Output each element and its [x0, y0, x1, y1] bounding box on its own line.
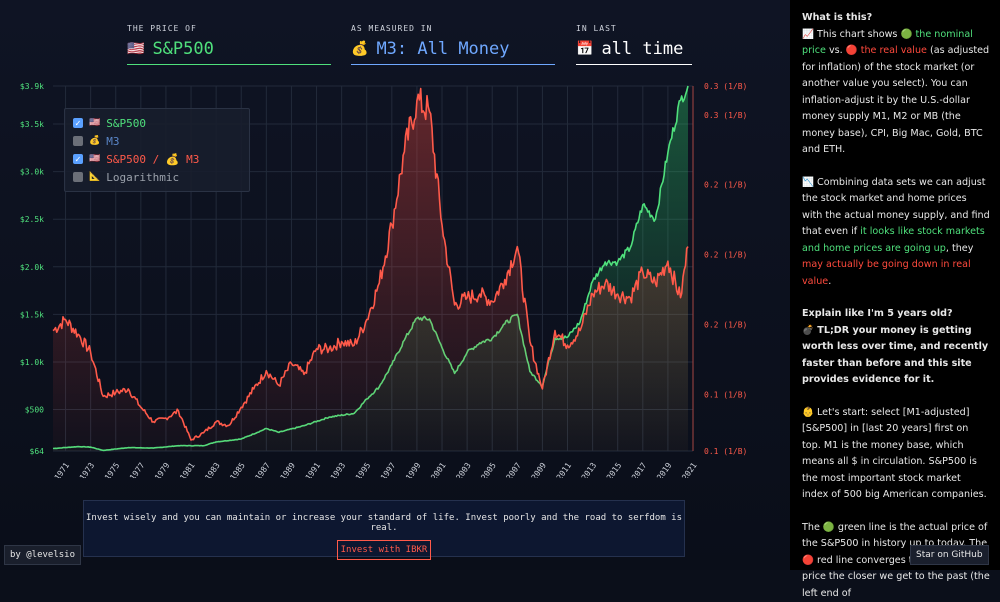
- x-axis-tick: 1981: [178, 461, 197, 478]
- left-axis-tick: $3.9k: [20, 82, 44, 91]
- checkbox-ratio[interactable]: ✓: [73, 154, 83, 164]
- in-last-text: all time: [601, 39, 683, 59]
- chart-area: THE PRICE OF 🇺🇸 S&P500 AS MEASURED IN 💰 …: [0, 0, 790, 570]
- sidebar-heading-eli5: Explain like I'm 5 years old?: [802, 308, 953, 319]
- disclaimer-text: Invest wisely and you can maintain or in…: [84, 513, 684, 533]
- legend-label-ratio: S&P500 / 💰 M3: [106, 153, 199, 166]
- right-axis-tick: 0.2 (1/B): [704, 321, 747, 330]
- left-axis-tick: $500: [25, 406, 44, 415]
- price-of-text: S&P500: [152, 39, 213, 59]
- measured-in-text: M3: All Money: [376, 39, 509, 59]
- us-flag-icon: 🇺🇸: [127, 41, 144, 57]
- x-axis-tick: 1989: [279, 461, 298, 478]
- x-axis-tick: 2017: [630, 461, 649, 478]
- x-axis-tick: 1977: [128, 461, 147, 478]
- measured-in-value[interactable]: 💰 M3: All Money: [351, 39, 555, 65]
- x-axis-tick: 2001: [429, 461, 448, 478]
- price-of-value[interactable]: 🇺🇸 S&P500: [127, 39, 331, 65]
- left-axis-tick: $2.0k: [20, 263, 44, 272]
- x-axis-tick: 2019: [655, 461, 674, 478]
- disclaimer-box: Invest wisely and you can maintain or in…: [83, 500, 685, 557]
- sidebar-text: , they: [946, 243, 974, 254]
- checkbox-logarithmic[interactable]: [73, 172, 83, 182]
- legend-label-sp500: S&P500: [106, 117, 146, 130]
- x-axis-tick: 1985: [228, 461, 247, 478]
- in-last-selector[interactable]: IN LAST 📅 all time: [576, 24, 692, 65]
- legend-label-logarithmic: Logarithmic: [106, 171, 179, 184]
- checkbox-sp500[interactable]: ✓: [73, 118, 83, 128]
- right-axis-tick: 0.2 (1/B): [704, 251, 747, 260]
- money-bag-icon: 💰: [351, 41, 368, 57]
- sidebar: What is this? 📈 This chart shows 🟢 the n…: [790, 0, 1000, 570]
- tldr-text: 💣 TL;DR your money is getting worth less…: [802, 325, 988, 386]
- x-axis-tick: 1995: [354, 461, 373, 478]
- x-axis-tick: 1993: [329, 461, 348, 478]
- x-axis-tick: 1971: [53, 461, 72, 478]
- calendar-icon: 📅: [576, 41, 593, 57]
- left-axis-tick: $2.5k: [20, 215, 44, 224]
- x-axis-tick: 2015: [605, 461, 624, 478]
- right-axis-tick: 0.1 (1/B): [704, 447, 747, 456]
- x-axis-tick: 2007: [505, 461, 524, 478]
- x-axis-tick: 1997: [379, 461, 398, 478]
- legend-label-m3: M3: [106, 135, 119, 148]
- x-axis-tick: 2021: [680, 461, 699, 478]
- byline-link[interactable]: by @levelsio: [4, 545, 81, 565]
- us-flag-icon: 🇺🇸: [89, 118, 100, 128]
- x-axis-tick: 1983: [203, 461, 222, 478]
- in-last-value[interactable]: 📅 all time: [576, 39, 692, 65]
- x-axis-tick: 2009: [530, 461, 549, 478]
- invest-ibkr-button[interactable]: Invest with IBKR: [337, 540, 432, 560]
- left-axis-tick: $3.0k: [20, 168, 44, 177]
- legend-item-ratio[interactable]: ✓ 🇺🇸 S&P500 / 💰 M3: [73, 150, 249, 168]
- sidebar-text: 📈 This chart shows: [802, 29, 900, 40]
- x-axis-tick: 1975: [103, 461, 122, 478]
- price-of-label: THE PRICE OF: [127, 24, 331, 33]
- measured-in-label: AS MEASURED IN: [351, 24, 555, 33]
- sidebar-heading-what: What is this?: [802, 12, 872, 23]
- right-axis-tick: 0.2 (1/B): [704, 181, 747, 190]
- x-axis-tick: 1991: [304, 461, 323, 478]
- left-axis-tick: $1.5k: [20, 310, 44, 319]
- sidebar-paragraph-start: 👶 Let's start: select [M1-adjusted] [S&P…: [802, 405, 990, 504]
- checkbox-m3[interactable]: [73, 136, 83, 146]
- sidebar-text: vs.: [826, 45, 846, 56]
- legend-item-sp500[interactable]: ✓ 🇺🇸 S&P500: [73, 114, 249, 132]
- x-axis-tick: 1979: [153, 461, 172, 478]
- in-last-label: IN LAST: [576, 24, 692, 33]
- triangle-ruler-icon: 📐: [89, 172, 100, 182]
- x-axis-tick: 2003: [454, 461, 473, 478]
- right-axis-tick: 0.3 (1/B): [704, 111, 747, 120]
- sidebar-text: .: [828, 276, 831, 287]
- left-axis-tick: $1.0k: [20, 358, 44, 367]
- legend-item-m3[interactable]: 💰 M3: [73, 132, 249, 150]
- us-flag-icon: 🇺🇸: [89, 154, 100, 164]
- star-github-button[interactable]: Star on GitHub: [910, 545, 989, 565]
- x-axis-tick: 2011: [555, 461, 574, 478]
- measured-in-selector[interactable]: AS MEASURED IN 💰 M3: All Money: [351, 24, 555, 65]
- x-axis-tick: 2013: [580, 461, 599, 478]
- right-axis-tick: 0.1 (1/B): [704, 390, 747, 399]
- x-axis-tick: 2005: [479, 461, 498, 478]
- left-axis-tick: $3.5k: [20, 120, 44, 129]
- chart-legend: ✓ 🇺🇸 S&P500 💰 M3 ✓ 🇺🇸 S&P500 / 💰 M3 📐 Lo…: [64, 108, 250, 192]
- legend-item-log[interactable]: 📐 Logarithmic: [73, 168, 249, 186]
- right-axis-tick: 0.3 (1/B): [704, 82, 747, 91]
- x-axis-tick: 1987: [254, 461, 273, 478]
- x-axis-tick: 1999: [404, 461, 423, 478]
- left-axis-tick: $64: [30, 447, 45, 456]
- price-of-selector[interactable]: THE PRICE OF 🇺🇸 S&P500: [127, 24, 331, 65]
- money-bag-icon: 💰: [89, 136, 100, 146]
- real-value-text: 🔴 the real value: [846, 45, 927, 56]
- x-axis-tick: 1973: [78, 461, 97, 478]
- sidebar-text: (as adjusted for inflation) of the stock…: [802, 45, 989, 155]
